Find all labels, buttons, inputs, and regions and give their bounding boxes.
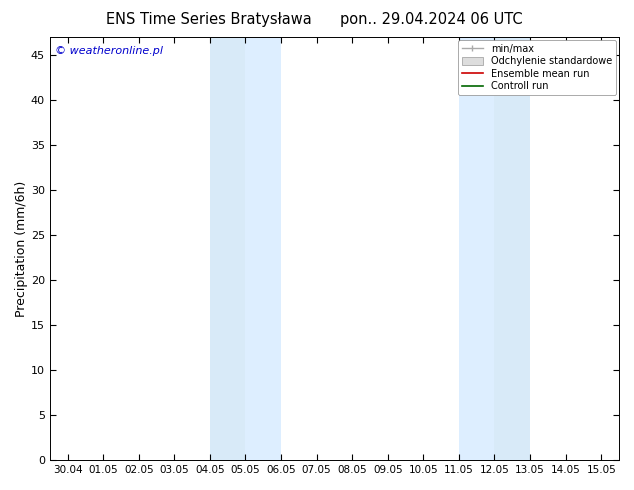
- Bar: [245, 37, 281, 460]
- Bar: [459, 37, 495, 460]
- Text: ENS Time Series Bratysława: ENS Time Series Bratysława: [107, 12, 312, 27]
- Text: pon.. 29.04.2024 06 UTC: pon.. 29.04.2024 06 UTC: [340, 12, 522, 27]
- Y-axis label: Precipitation (mm/6h): Precipitation (mm/6h): [15, 180, 28, 317]
- Text: © weatheronline.pl: © weatheronline.pl: [55, 46, 164, 55]
- Bar: [210, 37, 245, 460]
- Bar: [495, 37, 530, 460]
- Legend: min/max, Odchylenie standardowe, Ensemble mean run, Controll run: min/max, Odchylenie standardowe, Ensembl…: [458, 40, 616, 95]
